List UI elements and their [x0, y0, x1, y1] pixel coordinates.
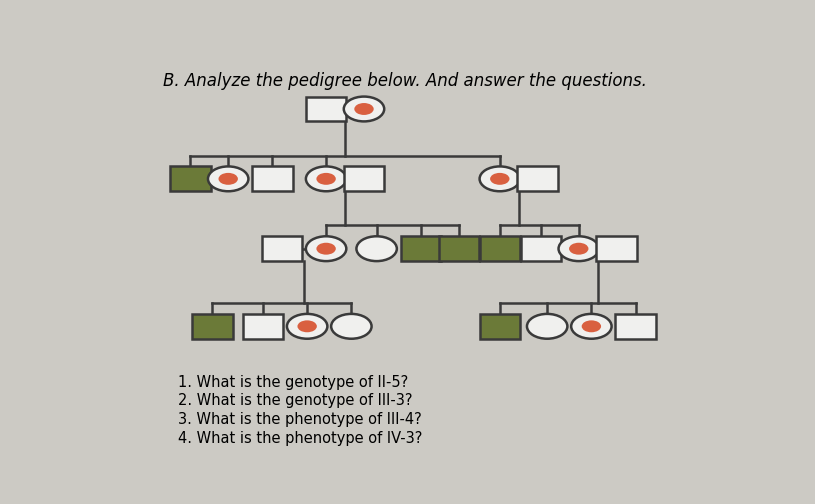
Circle shape: [569, 243, 588, 255]
Bar: [615, 314, 656, 339]
Bar: [438, 236, 479, 261]
Circle shape: [208, 166, 249, 191]
Circle shape: [571, 314, 611, 339]
Bar: [243, 314, 283, 339]
Bar: [479, 236, 520, 261]
Bar: [597, 236, 637, 261]
Circle shape: [582, 321, 601, 332]
Circle shape: [316, 173, 336, 185]
Bar: [306, 97, 346, 121]
Text: 2. What is the genotype of III-3?: 2. What is the genotype of III-3?: [178, 394, 412, 408]
Bar: [518, 166, 558, 191]
Text: 1. What is the genotype of II-5?: 1. What is the genotype of II-5?: [178, 375, 408, 390]
Bar: [479, 314, 520, 339]
Text: B. Analyze the pedigree below. And answer the questions.: B. Analyze the pedigree below. And answe…: [163, 72, 647, 90]
Circle shape: [297, 321, 317, 332]
Bar: [262, 236, 302, 261]
Text: 4. What is the phenotype of IV-3?: 4. What is the phenotype of IV-3?: [178, 431, 422, 446]
Bar: [521, 236, 561, 261]
Bar: [192, 314, 232, 339]
Text: 3. What is the phenotype of III-4?: 3. What is the phenotype of III-4?: [178, 412, 421, 427]
Bar: [170, 166, 210, 191]
Circle shape: [558, 236, 599, 261]
Circle shape: [490, 173, 509, 185]
Bar: [252, 166, 293, 191]
Circle shape: [527, 314, 567, 339]
Circle shape: [344, 97, 384, 121]
Circle shape: [306, 236, 346, 261]
Circle shape: [287, 314, 328, 339]
Circle shape: [218, 173, 238, 185]
Circle shape: [316, 243, 336, 255]
Circle shape: [479, 166, 520, 191]
Bar: [401, 236, 441, 261]
Circle shape: [331, 314, 372, 339]
Bar: [344, 166, 384, 191]
Circle shape: [355, 103, 374, 115]
Circle shape: [306, 166, 346, 191]
Circle shape: [356, 236, 397, 261]
